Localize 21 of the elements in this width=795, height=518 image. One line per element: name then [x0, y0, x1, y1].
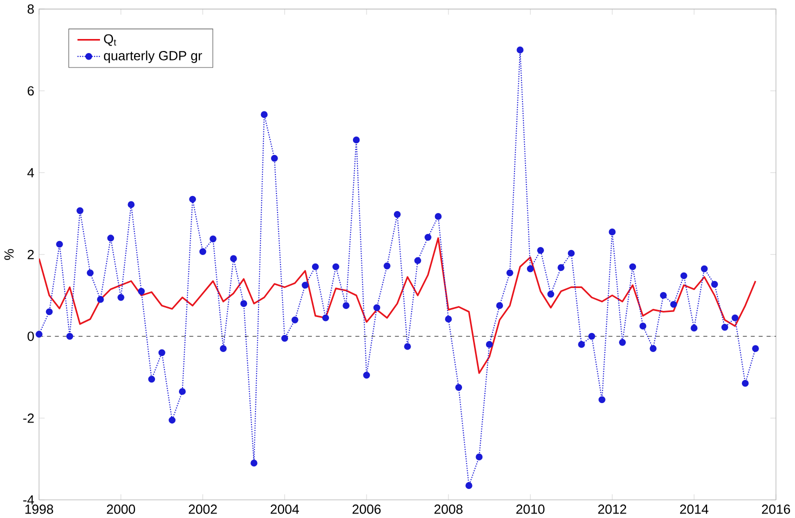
x-tick-label: 2004 [270, 504, 299, 514]
y-tick-label: 0 [28, 331, 34, 341]
y-tick-label: 2 [28, 250, 34, 259]
y-tick-label: 4 [27, 168, 34, 178]
x-tick-label: 2010 [516, 504, 544, 514]
legend-label: Q$_{t}$ [104, 34, 116, 46]
legend-label: quarterly GDP gr [104, 50, 202, 63]
y-axis-title: % [4, 248, 14, 260]
x-tick-label: 2016 [762, 504, 790, 514]
x-tick-label: 2006 [352, 504, 381, 514]
x-tick-label: 1998 [25, 504, 54, 514]
y-tick-label: 8 [28, 4, 34, 14]
y-tick-label: 6 [28, 86, 34, 96]
line-series [39, 237, 756, 374]
y-tick-label: -4 [23, 495, 34, 504]
x-tick-label: 2012 [598, 504, 626, 514]
x-tick-label: 2014 [680, 504, 708, 514]
x-tick-label: 2002 [188, 504, 217, 514]
x-tick-label: 2008 [434, 504, 463, 514]
y-tick-label: -2 [23, 413, 34, 423]
x-tick-label: 2000 [106, 504, 136, 514]
